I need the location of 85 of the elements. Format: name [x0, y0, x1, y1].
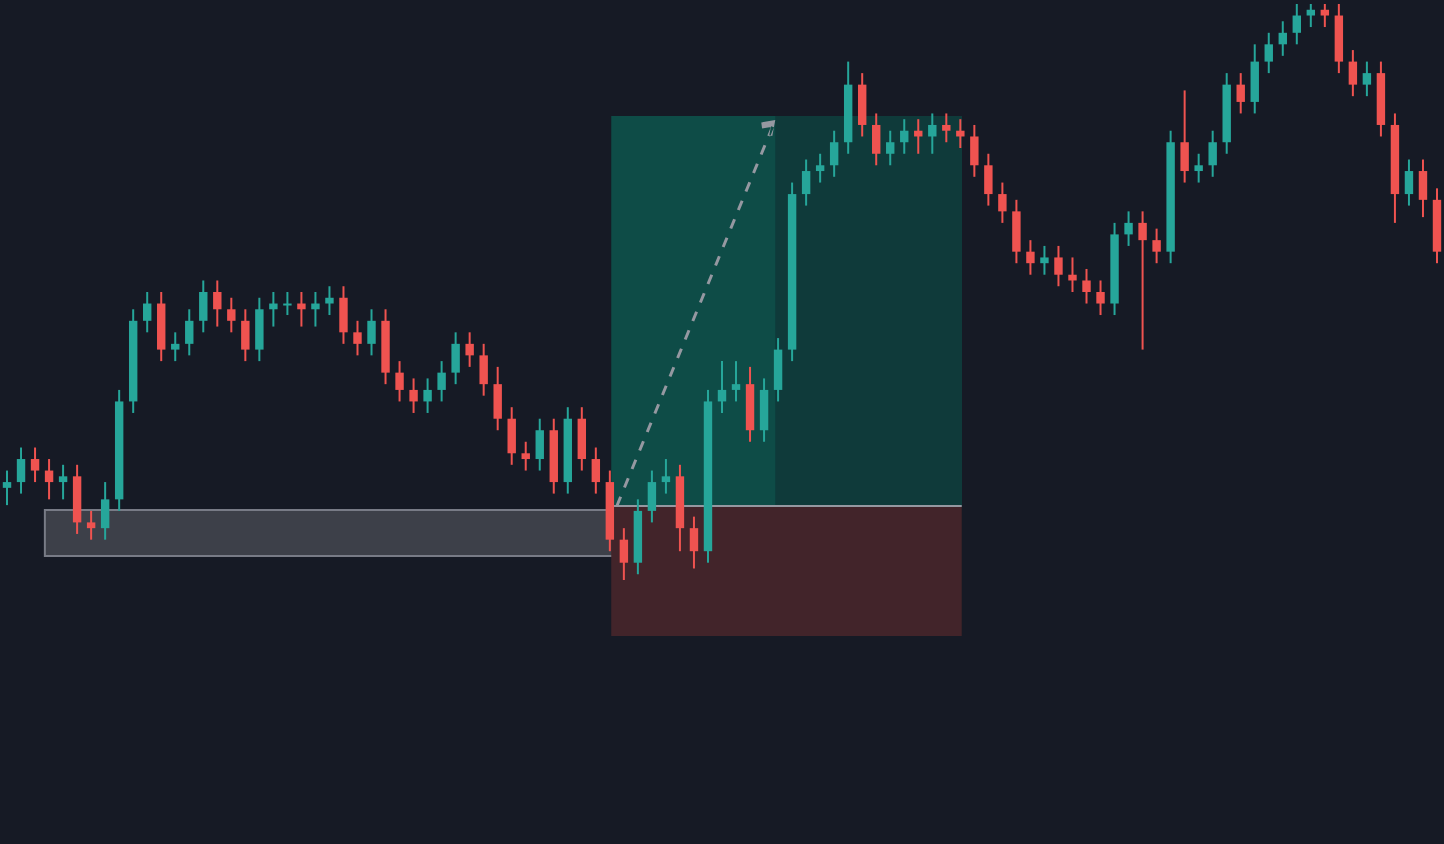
candlestick [1362, 60, 1372, 98]
candlestick [1026, 239, 1035, 276]
candlestick [829, 129, 839, 178]
candlestick [86, 509, 96, 541]
candlestick [815, 152, 825, 184]
candlestick [689, 515, 699, 570]
candlestick [661, 458, 671, 495]
candlestick [1068, 256, 1077, 293]
candlestick [872, 112, 881, 167]
candlestick [998, 181, 1007, 224]
candlestick [339, 285, 348, 345]
candlestick [1096, 279, 1105, 317]
candlestick [900, 118, 909, 155]
candlestick [886, 129, 895, 167]
candlestick [16, 446, 26, 495]
candlestick [213, 279, 222, 328]
candlestick [1236, 72, 1245, 115]
candlestick [1082, 267, 1091, 305]
candlestick [1418, 158, 1428, 219]
candlestick [731, 360, 741, 403]
candlestick [1404, 158, 1414, 207]
candlestick [1348, 49, 1358, 98]
candlestick [185, 308, 194, 357]
candlestick [241, 308, 250, 363]
candlestick [1054, 244, 1063, 288]
candlestick [1292, 3, 1301, 46]
candlestick [1320, 3, 1330, 29]
candlestick [423, 377, 432, 414]
candlestick [857, 72, 867, 138]
candlestick [759, 377, 769, 443]
candlestick [1278, 20, 1287, 57]
candlestick [2, 469, 12, 507]
candlestick [283, 291, 292, 317]
candlestick [591, 446, 601, 495]
candlestick [44, 458, 54, 501]
candlestick [1194, 152, 1203, 184]
candlestick [745, 365, 755, 443]
candlestick [1040, 244, 1049, 276]
candlestick [58, 463, 68, 501]
candlestick [717, 360, 727, 414]
candlestick [956, 118, 965, 149]
candlestick [367, 308, 376, 357]
candlestick [395, 360, 404, 403]
candlestick [1124, 210, 1133, 247]
candlestick [1208, 129, 1217, 178]
candlestick [773, 337, 783, 403]
candlestick [970, 123, 979, 178]
candlestick [255, 296, 264, 363]
candlestick [437, 360, 446, 403]
candlestick [1264, 31, 1273, 75]
candlestick [1306, 3, 1316, 29]
candlestick [535, 417, 544, 472]
candlestick [507, 406, 516, 466]
candlestick [353, 319, 362, 357]
candlestick [325, 285, 334, 317]
candlestick [801, 158, 811, 207]
candlestick [521, 440, 530, 472]
candlestick [171, 331, 180, 363]
candlestick [297, 291, 306, 328]
candlestick [157, 291, 166, 363]
candlestick [311, 291, 320, 328]
candlestick [928, 112, 937, 155]
candlestick [1152, 227, 1161, 265]
candlestick [30, 446, 40, 484]
candlestick [1250, 43, 1259, 115]
candlestick [1138, 210, 1147, 351]
candlestick [269, 291, 278, 328]
candlestick [984, 152, 993, 207]
candlestick [72, 463, 82, 535]
candlestick [942, 112, 951, 144]
candlestick [493, 365, 502, 432]
candlestick [577, 406, 587, 472]
candlestick [143, 291, 152, 334]
candlestick [619, 527, 629, 581]
candlestick [199, 279, 208, 334]
candlestick [100, 481, 110, 541]
candlestick [465, 331, 474, 368]
candlestick [1334, 3, 1344, 75]
candlestick [1180, 89, 1189, 184]
candlestick [479, 342, 488, 397]
candlestick [647, 469, 657, 524]
candlestick [227, 296, 236, 334]
candlestick [451, 331, 460, 386]
candlestick [1012, 198, 1021, 265]
candlestick [409, 377, 418, 414]
